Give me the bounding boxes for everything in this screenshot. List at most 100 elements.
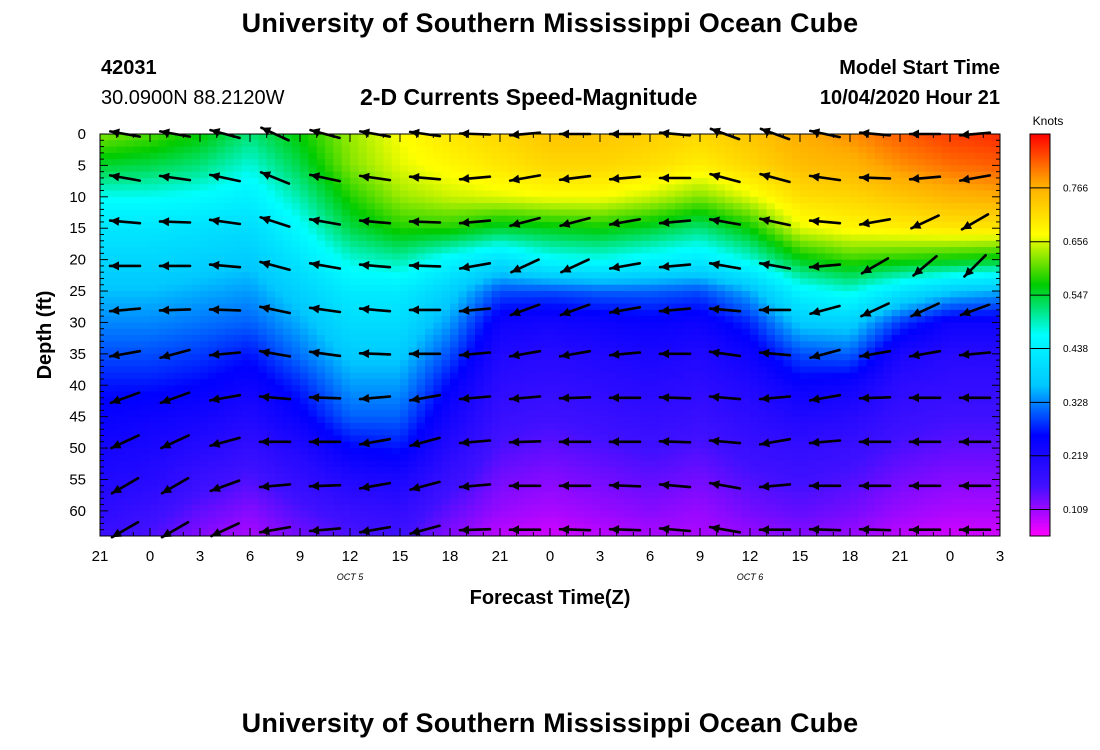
heatmap-cell (108, 316, 118, 324)
heatmap-cell (116, 391, 126, 399)
heatmap-cell (591, 347, 601, 355)
heatmap-cell (983, 228, 993, 236)
heatmap-cell (500, 152, 509, 160)
heatmap-cell (850, 196, 859, 204)
heatmap-cell (658, 347, 668, 355)
heatmap-cell (900, 309, 909, 317)
heatmap-cell (891, 360, 901, 368)
heatmap-cell (875, 196, 884, 204)
heatmap-cell (841, 316, 851, 324)
heatmap-cell (900, 416, 909, 424)
heatmap-cell (858, 322, 868, 330)
heatmap-cell (158, 391, 168, 399)
heatmap-cell (641, 335, 651, 342)
heatmap-cell (375, 366, 384, 374)
heatmap-cell (958, 146, 968, 154)
heatmap-cell (100, 278, 109, 286)
heatmap-cell (291, 203, 301, 210)
heatmap-cell (383, 278, 393, 286)
heatmap-cell (300, 234, 309, 242)
heatmap-cell (541, 165, 551, 173)
heatmap-cell (141, 391, 151, 399)
heatmap-cell (700, 303, 709, 311)
heatmap-cell (250, 422, 259, 430)
heatmap-cell (525, 165, 534, 173)
heatmap-cell (825, 291, 834, 298)
heatmap-cell (241, 360, 251, 368)
heatmap-cell (283, 253, 293, 261)
heatmap-cell (741, 353, 751, 361)
heatmap-cell (391, 316, 401, 324)
heatmap-cell (666, 335, 676, 342)
heatmap-cell (750, 341, 759, 349)
heatmap-cell (658, 378, 668, 386)
heatmap-cell (525, 221, 534, 229)
heatmap-cell (616, 385, 626, 393)
heatmap-cell (991, 410, 1000, 418)
heatmap-cell (325, 234, 334, 242)
heatmap-cell (458, 184, 468, 192)
heatmap-cell (400, 240, 409, 248)
heatmap-cell (950, 372, 959, 380)
heatmap-cell (416, 353, 426, 361)
heatmap-cell (850, 259, 859, 267)
heatmap-cell (425, 177, 434, 185)
heatmap-cell (425, 134, 434, 141)
heatmap-cell (866, 391, 876, 399)
heatmap-cell (550, 297, 559, 305)
heatmap-cell (233, 146, 243, 154)
heatmap-cell (125, 335, 134, 342)
heatmap-cell (233, 209, 243, 217)
heatmap-cell (750, 259, 759, 267)
heatmap-cell (358, 234, 368, 242)
heatmap-cell (541, 391, 551, 399)
heatmap-cell (733, 353, 743, 361)
heatmap-cell (650, 203, 659, 210)
heatmap-cell (666, 171, 676, 179)
heatmap-cell (941, 397, 951, 405)
heatmap-cell (391, 404, 401, 411)
heatmap-cell (508, 240, 518, 248)
heatmap-cell (858, 165, 868, 173)
heatmap-cell (100, 378, 109, 386)
heatmap-cell (900, 221, 909, 229)
heatmap-cell (725, 335, 734, 342)
heatmap-cell (933, 159, 943, 167)
heatmap-cell (608, 297, 618, 305)
heatmap-cell (416, 190, 426, 198)
heatmap-cell (641, 378, 651, 386)
heatmap-cell (658, 391, 668, 399)
heatmap-cell (125, 247, 134, 254)
heatmap-cell (416, 240, 426, 248)
heatmap-cell (516, 247, 526, 254)
heatmap-cell (300, 322, 309, 330)
heatmap-cell (383, 372, 393, 380)
heatmap-cell (958, 397, 968, 405)
heatmap-cell (375, 297, 384, 305)
heatmap-cell (775, 221, 784, 229)
heatmap-cell (408, 134, 418, 141)
heatmap-cell (275, 347, 284, 355)
heatmap-cell (783, 303, 793, 311)
heatmap-cell (641, 316, 651, 324)
heatmap-cell (383, 291, 393, 298)
heatmap-cell (400, 196, 409, 204)
heatmap-cell (125, 272, 134, 280)
heatmap-cell (225, 165, 234, 173)
heatmap-cell (591, 291, 601, 298)
heatmap-cell (291, 309, 301, 317)
heatmap-cell (208, 422, 218, 430)
heatmap-cell (900, 366, 909, 374)
heatmap-cell (500, 140, 509, 148)
heatmap-cell (183, 297, 193, 305)
heatmap-cell (375, 146, 384, 154)
heatmap-cell (716, 196, 726, 204)
heatmap-cell (883, 165, 893, 173)
heatmap-cell (433, 372, 443, 380)
heatmap-cell (916, 341, 926, 349)
heatmap-cell (258, 416, 268, 424)
heatmap-cell (950, 247, 959, 254)
heatmap-cell (225, 259, 234, 267)
heatmap-cell (350, 391, 359, 399)
heatmap-cell (841, 309, 851, 317)
